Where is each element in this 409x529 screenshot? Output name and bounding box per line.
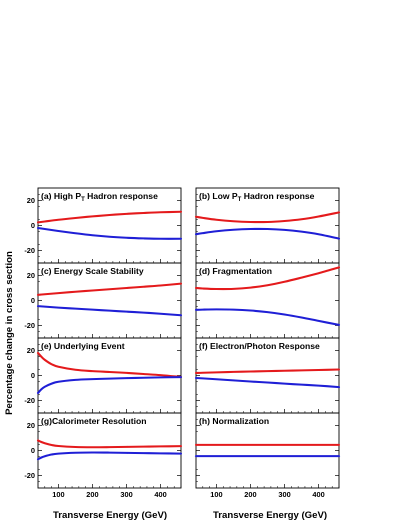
series-lower-line <box>194 376 341 389</box>
panel-title: (e) Underlying Event <box>41 341 125 351</box>
series-lower-line <box>194 308 341 326</box>
x-tick-label: 300 <box>120 490 132 499</box>
y-tick-label: 20 <box>27 196 35 205</box>
x-tick-label: 200 <box>244 490 256 499</box>
series-upper-line <box>36 439 183 449</box>
y-tick-label: -20 <box>24 396 35 405</box>
x-tick-label: 400 <box>154 490 166 499</box>
y-tick-label: 0 <box>31 371 35 380</box>
panel-f: (f) Electron/Photon Response <box>194 337 341 414</box>
series-upper-line <box>36 210 183 224</box>
x-tick-label: 200 <box>86 490 98 499</box>
y-tick-label: 20 <box>27 346 35 355</box>
panel-h: 100 200 300 400 (h) Normalization <box>194 412 341 499</box>
series-lower-line <box>36 376 183 395</box>
series-upper-line <box>194 211 341 224</box>
x-tick-label: 400 <box>312 490 324 499</box>
panel-title: (a) High PT Hadron response <box>41 191 158 203</box>
series-upper-line <box>194 368 341 375</box>
panel-title: (b) Low PT Hadron response <box>199 191 315 203</box>
y-axis-title: Percentage change in cross section <box>4 251 15 415</box>
panel-title: (g)Calorimeter Resolution <box>41 416 147 426</box>
panel-e: 20 0 -20 (e) Underlying Event <box>24 337 183 414</box>
series-lower-line <box>36 451 183 461</box>
series-lower-line <box>36 305 183 317</box>
y-tick-label: -20 <box>24 321 35 330</box>
panel-d: (d) Fragmentation <box>194 262 341 339</box>
x-axis-title-right: Transverse Energy (GeV) <box>213 510 327 521</box>
panels: 200-20(a) High PT Hadron response (b) Low… <box>24 187 341 499</box>
panel-b: (b) Low PT Hadron response <box>194 187 341 264</box>
panel-title: (f) Electron/Photon Response <box>199 341 320 351</box>
y-tick-label: 20 <box>27 421 35 430</box>
y-tick-label: -20 <box>24 471 35 480</box>
y-tick-label: 0 <box>31 296 35 305</box>
y-tick-label: 0 <box>31 446 35 455</box>
x-tick-label: 300 <box>278 490 290 499</box>
series-upper-line <box>36 282 183 296</box>
panel-title: (d) Fragmentation <box>199 266 272 276</box>
x-tick-label: 100 <box>210 490 222 499</box>
x-tick-label: 100 <box>52 490 64 499</box>
panel-a: 20 0 -20 (a) High PT Hadron response <box>24 187 183 264</box>
x-axis-title-left: Transverse Energy (GeV) <box>53 510 167 521</box>
panel-c: 20 0 -20 (c) Energy Scale Stability <box>24 262 183 339</box>
series-lower-line <box>194 227 341 240</box>
y-tick-label: 0 <box>31 221 35 230</box>
series-upper-line <box>36 351 183 379</box>
series-upper-line <box>194 266 341 291</box>
y-tick-label: -20 <box>24 246 35 255</box>
panel-title: (h) Normalization <box>199 416 269 426</box>
series-lower-line <box>36 226 183 240</box>
y-tick-label: 20 <box>27 271 35 280</box>
panel-title: (c) Energy Scale Stability <box>41 266 144 276</box>
